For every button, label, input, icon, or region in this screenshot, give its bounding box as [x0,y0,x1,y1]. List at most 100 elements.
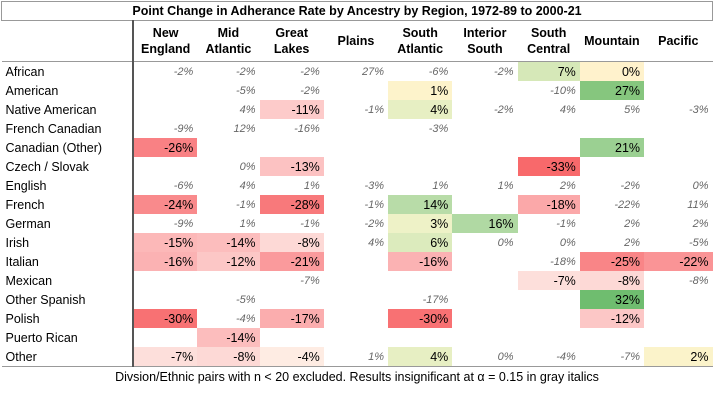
footer: Divsion/Ethnic pairs with n < 20 exclude… [1,366,713,386]
empty-cell [452,195,517,214]
cell-significant: -21% [259,252,324,271]
row-label: Puerto Rican [1,328,135,347]
cell-significant: -7% [517,271,580,290]
row: African -2% -2% -2% 27% -6% -2% 7% 0% [1,61,713,82]
row: Polish -30% -4% -17% -30% -12% [1,309,713,328]
cell-significant: -11% [259,100,324,119]
cell-insignificant: 1% [239,217,256,230]
column-header: Plains [323,20,389,62]
row: German -9% 1% -1% -2% 3% 16% -1% 2% 2% [1,214,713,233]
cell-insignificant: -16% [294,122,320,135]
column-header: Interior South [452,20,518,62]
cell-insignificant: -9% [173,122,194,135]
column-header: Pacific [644,20,713,62]
cell-insignificant: -1% [364,103,385,116]
row-label: French [1,195,135,214]
row-label: German [1,214,135,233]
cell-significant: 27% [579,81,645,100]
row-label: Polish [1,309,135,328]
empty-cell [260,138,324,157]
row-label: Other [1,347,135,367]
row: French -24% -1% -28% -1% 14% -18% -22% 11% [1,195,713,214]
cell-insignificant: -18% [550,255,576,268]
empty-cell [452,119,517,138]
empty-cell [388,138,452,157]
table-wrap: Point Change in Adherance Rate by Ancest… [1,1,713,386]
empty-cell [452,290,517,309]
empty-cell [452,138,517,157]
cell-insignificant: -5% [235,84,256,97]
cell-insignificant: 2% [624,236,641,249]
cell-insignificant: -2% [493,103,514,116]
empty-cell [452,157,517,176]
cell-significant: -18% [517,195,580,214]
row: Puerto Rican -14% [1,328,713,347]
cell-insignificant: 1% [497,179,514,192]
cell-insignificant: 1% [368,350,385,363]
row: Other Spanish -5% -17% 32% [1,290,713,309]
empty-cell [197,271,259,290]
cell-insignificant: -10% [550,84,576,97]
empty-cell [133,157,197,176]
cell-insignificant: -2% [620,179,641,192]
cell-significant: -22% [644,252,713,271]
cell-insignificant: -5% [688,236,709,249]
cell-significant: -14% [197,233,260,252]
cell-insignificant: -1% [556,217,576,230]
row: Mexican -7% -7% -8% -8% [1,271,713,290]
empty-cell [518,328,580,347]
cell-insignificant: -2% [300,84,320,97]
row-label: Canadian (Other) [1,138,135,157]
cell-insignificant: 0% [497,236,514,249]
title: Point Change in Adherance Rate by Ancest… [1,1,713,21]
cell-insignificant: -5% [235,293,256,306]
cell-significant: -13% [259,157,324,176]
cell-insignificant: -6% [428,65,449,78]
empty-cell [197,138,259,157]
cell-insignificant: 27% [362,65,385,78]
column-header: South Atlantic [388,20,453,62]
corner [1,20,135,62]
empty-cell [324,157,388,176]
cell-significant: -30% [388,309,453,328]
empty-cell [324,271,388,290]
empty-cell [644,138,712,157]
empty-cell [452,252,517,271]
empty-cell [133,328,197,347]
cell-significant: -8% [197,347,260,367]
row: English -6% 4% 1% -3% 1% 1% 2% -2% 0% [1,176,713,195]
empty-cell [324,309,388,328]
empty-cell [133,81,197,100]
cell-insignificant: 2% [559,179,576,192]
header-row: New England Mid Atlantic Great Lakes Plains… [1,20,713,62]
empty-cell [644,62,712,82]
row-label: Italian [1,252,135,271]
empty-cell [324,290,388,309]
row: Other -7% -8% -4% 1% 4% 0% -4% -7% 2% [1,347,713,367]
empty-cell [133,271,197,290]
cell-insignificant: 11% [687,198,709,211]
row-label: American [1,81,135,100]
cell-insignificant: -3% [428,122,449,135]
cell-insignificant: -2% [493,65,514,78]
row: Czech / Slovak 0% -13% -33% [1,157,713,176]
cell-significant: -33% [517,157,580,176]
cell-significant: 2% [644,347,713,367]
cell-significant: -4% [259,347,324,367]
empty-cell [133,290,197,309]
empty-cell [644,290,712,309]
cell-insignificant: 2% [624,217,641,230]
empty-cell [644,119,712,138]
empty-cell [324,328,388,347]
cell-insignificant: 0% [497,350,514,363]
cell-significant: -7% [133,347,198,367]
cell-insignificant: -2% [235,65,256,78]
cell-insignificant: -6% [173,179,194,192]
cell-significant: -16% [133,252,198,271]
empty-cell [388,271,452,290]
cell-insignificant: 2% [692,217,709,230]
cell-significant: 6% [388,233,453,252]
cell-significant: -12% [579,309,645,328]
empty-cell [452,271,517,290]
cell-significant: 16% [452,214,518,233]
